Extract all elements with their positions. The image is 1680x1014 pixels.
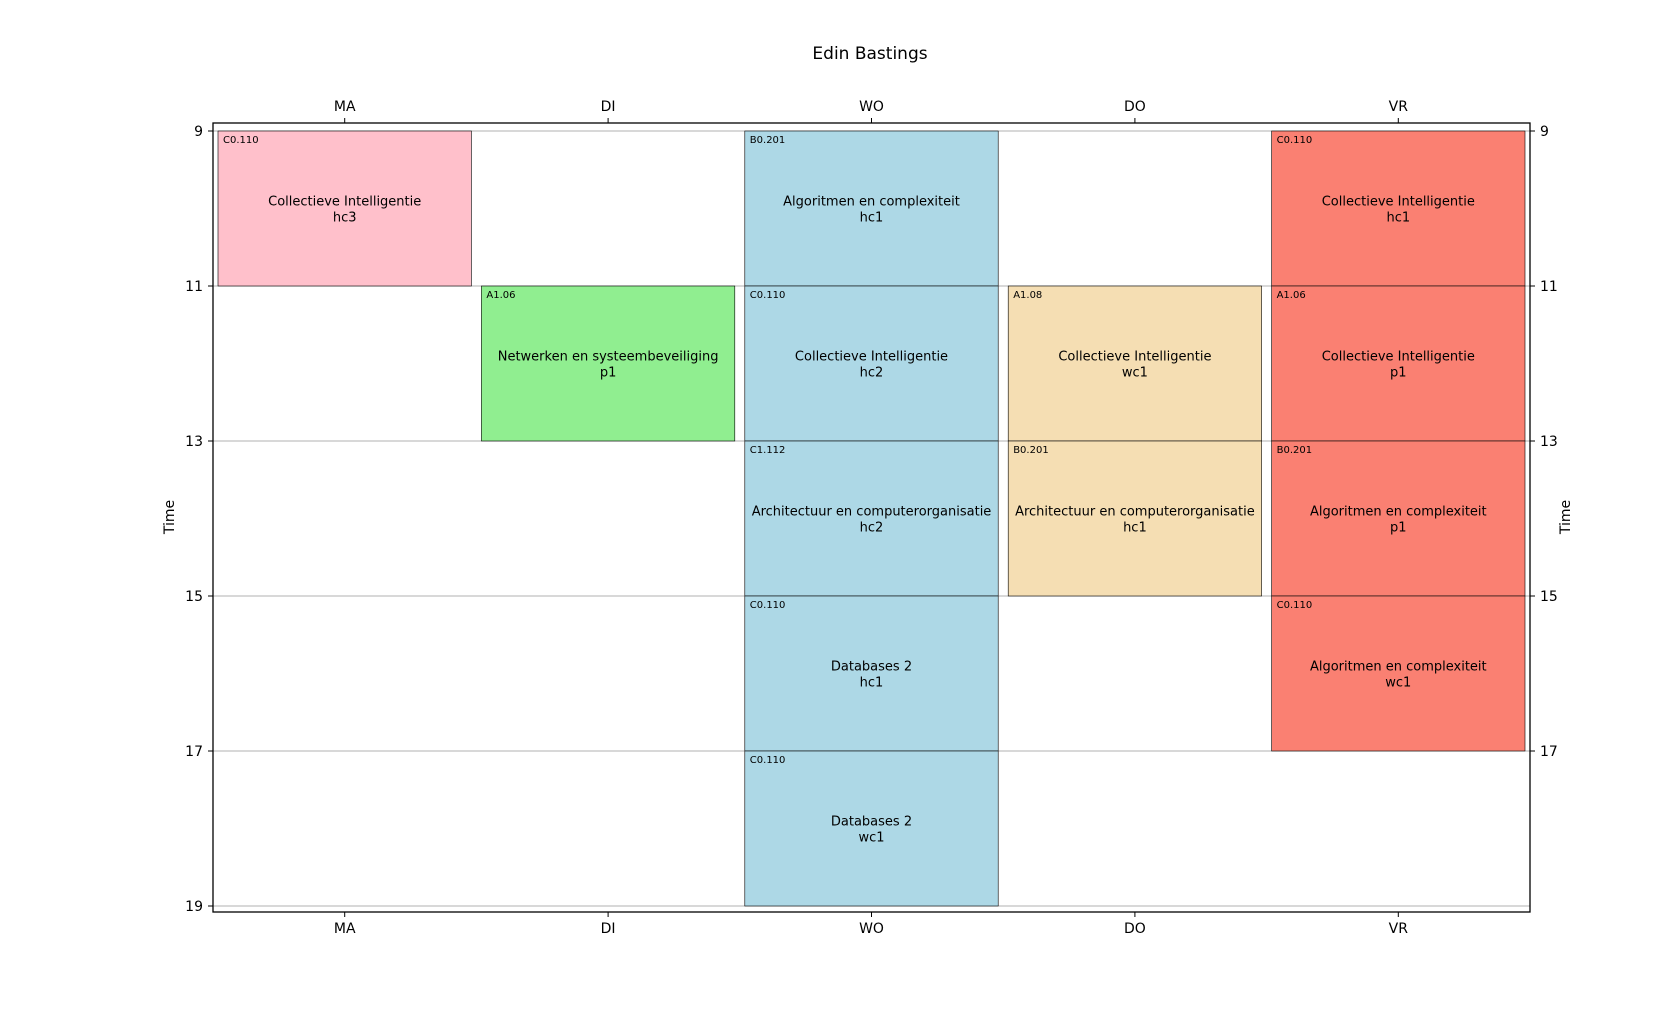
event-group: hc2 bbox=[860, 521, 884, 536]
event-rect bbox=[217, 130, 472, 287]
y-tick-label-right: 15 bbox=[1540, 589, 1558, 605]
x-tick-label-bottom-di: DI bbox=[601, 921, 616, 937]
event-rect bbox=[481, 285, 736, 442]
axis-ticks: 9 11 13 15 17 19 9 11 13 15 17 MA MA DI DI WO WO DO DO VR VR bbox=[185, 99, 1558, 937]
event-group: p1 bbox=[600, 366, 617, 381]
y-tick-label-right: 9 bbox=[1540, 124, 1549, 140]
event-group: hc1 bbox=[1386, 211, 1410, 226]
event-course: Databases 2 bbox=[831, 660, 912, 675]
event-group: wc1 bbox=[1385, 676, 1411, 691]
event-rect bbox=[744, 130, 999, 287]
event-rect bbox=[744, 750, 999, 907]
event-rect bbox=[1007, 440, 1262, 597]
event-rect bbox=[744, 440, 999, 597]
y-tick-label-left: 17 bbox=[185, 744, 203, 760]
x-tick-label-bottom-do: DO bbox=[1124, 921, 1146, 937]
event-rect bbox=[1271, 130, 1526, 287]
event-course: Collectieve Intelligentie bbox=[795, 350, 948, 365]
event-course: Algoritmen en complexiteit bbox=[1310, 660, 1487, 675]
event-group: hc3 bbox=[333, 211, 357, 226]
event-room: A1.06 bbox=[486, 290, 515, 301]
x-tick-label-bottom-wo: WO bbox=[859, 921, 884, 937]
y-tick-label-left: 19 bbox=[185, 899, 203, 915]
event-course: Collectieve Intelligentie bbox=[268, 195, 421, 210]
x-tick-label-top-vr: VR bbox=[1389, 99, 1409, 115]
event-group: p1 bbox=[1390, 366, 1407, 381]
event-room: C0.110 bbox=[223, 135, 259, 146]
event-course: Algoritmen en complexiteit bbox=[783, 195, 960, 210]
x-tick-label-top-do: DO bbox=[1124, 99, 1146, 115]
y-tick-label-right: 11 bbox=[1540, 279, 1558, 295]
chart-title: Edin Bastings bbox=[812, 44, 927, 64]
event-group: wc1 bbox=[858, 831, 884, 846]
event-block-wo-13: C1.112 Architectuur en computerorganisati… bbox=[744, 440, 999, 597]
y-tick-label-right: 17 bbox=[1540, 744, 1558, 760]
event-room: A1.06 bbox=[1277, 290, 1306, 301]
event-room: A1.08 bbox=[1013, 290, 1042, 301]
y-tick-label-left: 9 bbox=[194, 124, 203, 140]
event-block-do-13: B0.201 Architectuur en computerorganisati… bbox=[1007, 440, 1262, 597]
event-rect bbox=[1271, 440, 1526, 597]
y-axis-label-right: Time bbox=[1558, 500, 1574, 535]
event-room: C0.110 bbox=[750, 600, 786, 611]
y-tick-label-right: 13 bbox=[1540, 434, 1558, 450]
event-group: hc2 bbox=[860, 366, 884, 381]
y-tick-label-left: 13 bbox=[185, 434, 203, 450]
event-rect bbox=[1271, 285, 1526, 442]
event-room: C0.110 bbox=[1277, 600, 1313, 611]
event-room: B0.201 bbox=[1277, 445, 1313, 456]
event-room: B0.201 bbox=[750, 135, 786, 146]
y-tick-label-left: 11 bbox=[185, 279, 203, 295]
event-room: C0.110 bbox=[750, 290, 786, 301]
event-room: C0.110 bbox=[750, 755, 786, 766]
event-group: p1 bbox=[1390, 521, 1407, 536]
event-room: C1.112 bbox=[750, 445, 786, 456]
event-room: B0.201 bbox=[1013, 445, 1048, 456]
event-rect bbox=[1271, 595, 1526, 752]
event-course: Collectieve Intelligentie bbox=[1322, 195, 1475, 210]
event-group: wc1 bbox=[1122, 366, 1148, 381]
event-course: Architectuur en computerorganisatie bbox=[1015, 505, 1255, 520]
event-group: hc1 bbox=[1123, 521, 1147, 536]
y-axis-label-left: Time bbox=[162, 500, 178, 535]
event-rect bbox=[744, 595, 999, 752]
event-course: Netwerken en systeembeveiliging bbox=[498, 350, 719, 365]
event-group: hc1 bbox=[860, 676, 884, 691]
y-tick-label-left: 15 bbox=[185, 589, 203, 605]
event-rect bbox=[744, 285, 999, 442]
event-course: Algoritmen en complexiteit bbox=[1310, 505, 1487, 520]
event-course: Databases 2 bbox=[831, 815, 912, 830]
event-room: C0.110 bbox=[1277, 135, 1313, 146]
event-rect bbox=[1007, 285, 1262, 442]
event-course: Collectieve Intelligentie bbox=[1322, 350, 1475, 365]
x-tick-label-top-ma: MA bbox=[334, 99, 356, 115]
event-course: Collectieve Intelligentie bbox=[1058, 350, 1211, 365]
event-course: Architectuur en computerorganisatie bbox=[752, 505, 992, 520]
event-group: hc1 bbox=[860, 211, 884, 226]
x-tick-label-bottom-vr: VR bbox=[1389, 921, 1409, 937]
x-tick-label-top-wo: WO bbox=[859, 99, 884, 115]
x-tick-label-top-di: DI bbox=[601, 99, 616, 115]
x-tick-label-bottom-ma: MA bbox=[334, 921, 356, 937]
